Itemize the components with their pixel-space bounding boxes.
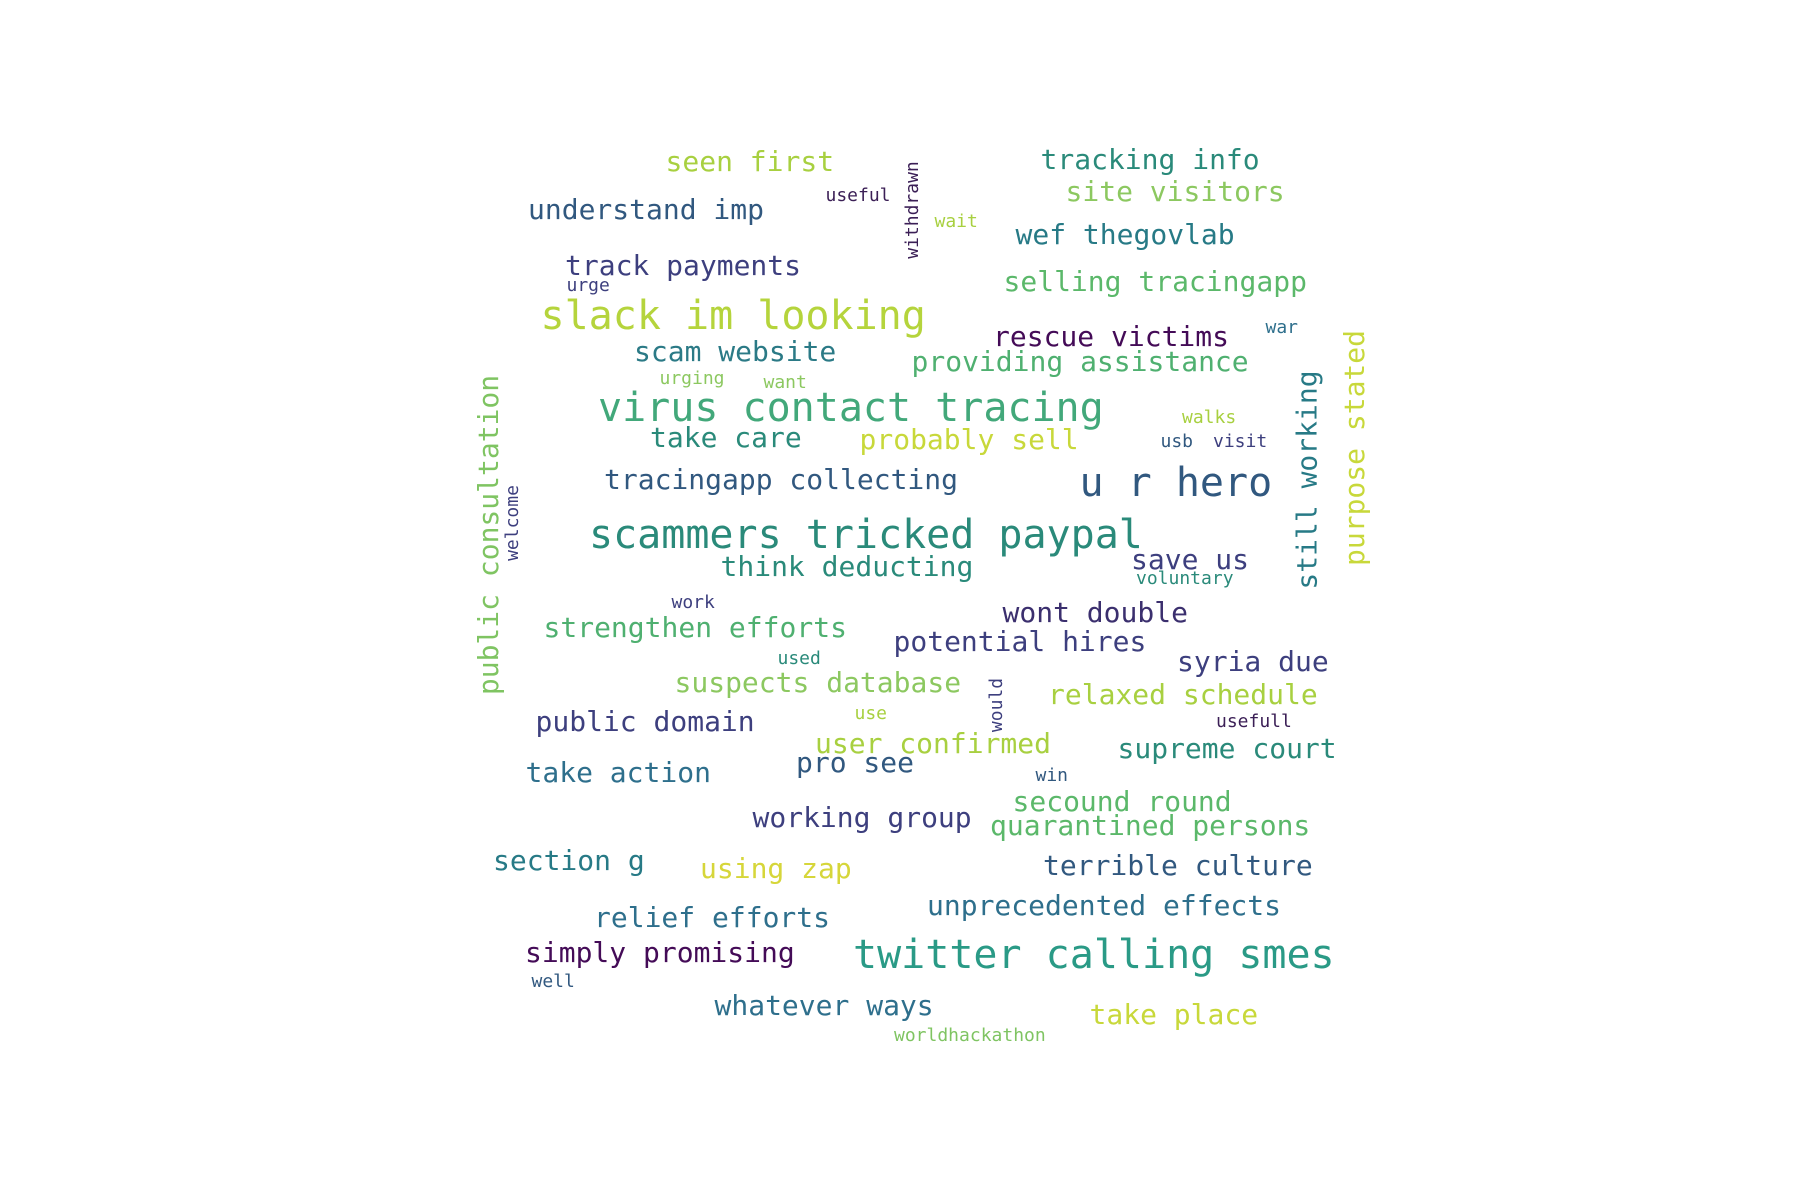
word-walks: walks	[1182, 407, 1237, 428]
word-slack-im-looking: slack im looking	[540, 293, 926, 339]
word-quarantined-persons: quarantined persons	[990, 809, 1311, 842]
word-wef-thegovlab: wef thegovlab	[1015, 218, 1235, 251]
word-well: well	[531, 971, 575, 992]
word-urging: urging	[659, 368, 725, 389]
word-u-r-hero: u r hero	[1079, 460, 1273, 506]
word-using-zap: using zap	[700, 852, 852, 885]
word-virus-contact-tracing: virus contact tracing	[598, 385, 1104, 431]
word-syria-due: syria due	[1177, 645, 1329, 678]
word-pro-see: pro see	[796, 746, 915, 779]
word-take-action: take action	[525, 756, 711, 789]
word-secound-round: secound round	[1012, 785, 1232, 818]
word-whatever-ways: whatever ways	[714, 989, 934, 1022]
word-terrible-culture: terrible culture	[1043, 849, 1313, 882]
word-scammers-tricked-paypal: scammers tricked paypal	[589, 512, 1143, 558]
word-tracingapp-collecting: tracingapp collecting	[604, 463, 959, 496]
word-would: would	[986, 677, 1008, 733]
word-section-g: section g	[493, 844, 645, 877]
word-urge: urge	[566, 275, 610, 296]
word-still-working: still working	[1290, 370, 1324, 590]
word-use: use	[854, 703, 888, 724]
word-supreme-court: supreme court	[1117, 732, 1337, 765]
word-save-us: save us	[1131, 543, 1250, 576]
word-public-domain: public domain	[535, 705, 755, 738]
word-relief-efforts: relief efforts	[594, 901, 831, 934]
word-scam-website: scam website	[634, 335, 837, 368]
word-probably-sell: probably sell	[859, 423, 1079, 456]
word-potential-hires: potential hires	[893, 625, 1147, 658]
word-track-payments: track payments	[565, 249, 802, 282]
word-purpose-stated: purpose stated	[1338, 329, 1372, 567]
word-war: war	[1265, 317, 1299, 338]
word-understand-imp: understand imp	[528, 193, 765, 226]
word-usb: usb	[1160, 431, 1194, 452]
word-unprecedented-effects: unprecedented effects	[927, 889, 1282, 922]
word-twitter-calling-smes: twitter calling smes	[853, 932, 1335, 978]
word-useful: useful	[825, 185, 891, 206]
word-want: want	[763, 372, 807, 393]
word-providing-assistance: providing assistance	[911, 345, 1249, 378]
word-worldhackathon: worldhackathon	[894, 1025, 1046, 1046]
word-relaxed-schedule: relaxed schedule	[1048, 678, 1318, 711]
word-strengthen-efforts: strengthen efforts	[543, 611, 847, 644]
word-take-place: take place	[1089, 998, 1259, 1031]
word-wait: wait	[934, 211, 978, 232]
word-take-care: take care	[650, 421, 802, 454]
word-voluntary: voluntary	[1136, 568, 1234, 589]
word-user-confirmed: user confirmed	[815, 727, 1052, 760]
word-win: win	[1035, 765, 1069, 786]
word-tracking-info: tracking info	[1040, 143, 1260, 176]
word-rescue-victims: rescue victims	[993, 320, 1230, 353]
word-wont-double: wont double	[1002, 596, 1188, 629]
word-welcome: welcome	[501, 485, 523, 561]
word-working-group: working group	[752, 801, 972, 834]
word-usefull: usefull	[1216, 711, 1292, 732]
word-think-deducting: think deducting	[720, 550, 974, 583]
word-work: work	[671, 592, 715, 613]
word-selling-tracingapp: selling tracingapp	[1003, 265, 1307, 298]
word-visit: visit	[1213, 431, 1268, 452]
word-site-visitors: site visitors	[1065, 175, 1285, 208]
word-withdrawn: withdrawn	[901, 161, 923, 259]
word-public-consultation: public consultation	[472, 374, 506, 696]
word-used: used	[777, 648, 821, 669]
word-suspects-database: suspects database	[674, 666, 962, 699]
word-seen-first: seen first	[665, 145, 835, 178]
word-simply-promising: simply promising	[525, 936, 795, 969]
